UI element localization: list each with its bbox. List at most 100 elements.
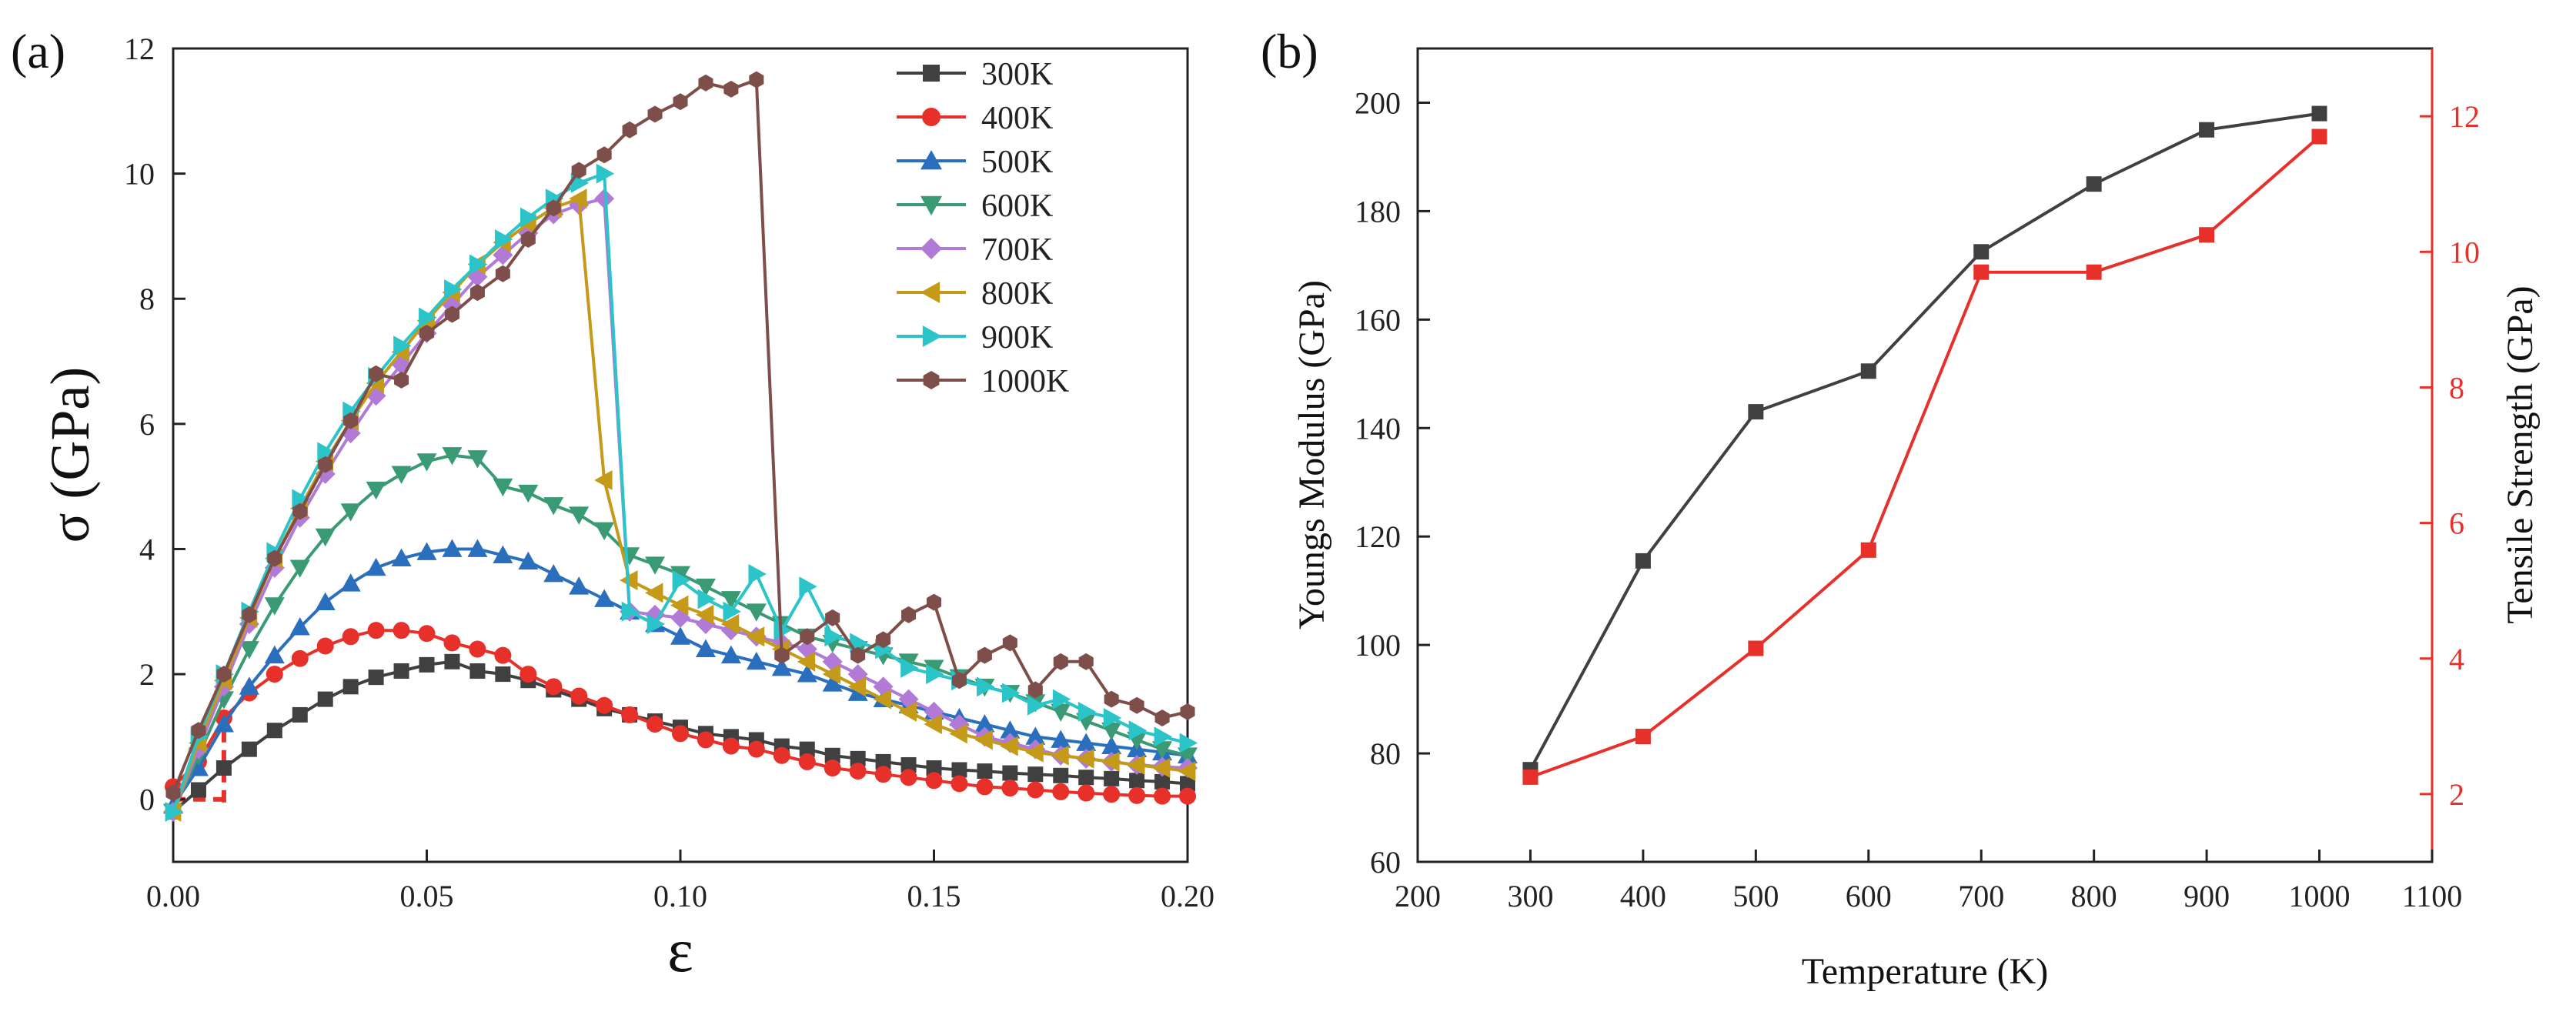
data-point: [746, 603, 767, 622]
data-point: [315, 528, 336, 547]
x-tick-label: 300: [1507, 879, 1553, 913]
data-point: [419, 307, 437, 328]
data-point: [1052, 689, 1071, 709]
data-point: [520, 230, 536, 248]
data-point: [926, 664, 944, 685]
data-point: [695, 604, 714, 625]
data-point: [2086, 264, 2102, 280]
data-point: [241, 741, 257, 757]
data-point: [1128, 720, 1148, 741]
data-point: [416, 453, 437, 472]
data-point: [596, 163, 615, 184]
data-point: [1180, 703, 1195, 720]
data-point: [391, 466, 412, 484]
data-point: [266, 723, 282, 739]
data-point: [951, 672, 967, 689]
panel-a-y-axis-label: σ (GPa): [39, 367, 101, 543]
data-point: [443, 634, 461, 652]
x-tick-label: 200: [1395, 879, 1441, 913]
panel-a-label: (a): [11, 24, 65, 78]
data-point: [494, 646, 512, 664]
data-point: [695, 639, 716, 657]
x-tick-label: 900: [2183, 879, 2230, 913]
data-point: [747, 740, 765, 758]
y-tick-label: 100: [1355, 628, 1401, 663]
data-point: [1025, 742, 1044, 763]
data-point: [317, 691, 333, 707]
data-point: [723, 601, 741, 622]
x-tick-label: 0.10: [653, 879, 707, 913]
legend-label: 600K: [981, 189, 1053, 224]
data-point: [594, 470, 613, 491]
x-tick-label: 0.20: [1161, 879, 1214, 913]
data-point: [695, 578, 716, 597]
y-tick-label: 140: [1355, 411, 1401, 446]
data-point: [1129, 696, 1144, 714]
x-tick-label: 600: [1846, 879, 1892, 913]
data-point: [951, 762, 967, 778]
legend-marker: [920, 195, 942, 215]
data-point: [2199, 227, 2215, 243]
panel-b-y2-axis-label: Tensile Strength (GPa): [2500, 285, 2541, 623]
data-point: [621, 601, 640, 622]
data-point: [974, 730, 993, 750]
panel-a: (a) 0.00 0.05 0.10 0.15 0.20 0 2 4 6 8 10 12 ε σ (…: [11, 24, 1214, 985]
data-point: [1154, 787, 1171, 805]
data-point: [165, 801, 183, 822]
data-point: [800, 628, 815, 646]
data-point: [720, 614, 740, 635]
data-point: [292, 489, 310, 509]
data-point: [1101, 751, 1120, 772]
data-point: [242, 606, 257, 623]
data-point: [520, 666, 537, 683]
data-point: [316, 637, 334, 655]
legend-item: 900K: [897, 320, 1053, 356]
x-tick-label: 400: [1620, 879, 1666, 913]
data-point: [418, 625, 436, 643]
data-point: [1078, 653, 1094, 670]
y-tick-label: 60: [1370, 845, 1401, 880]
data-point: [1748, 404, 1764, 420]
legend-marker: [922, 108, 941, 126]
data-point: [342, 628, 359, 646]
data-point: [467, 539, 488, 557]
y2-tick-label: 12: [2449, 99, 2480, 134]
series-line: [172, 171, 1188, 813]
data-point: [748, 563, 767, 584]
data-point: [213, 714, 234, 733]
data-point: [570, 687, 588, 705]
y2-tick-label: 4: [2449, 642, 2464, 676]
data-point: [1178, 747, 1198, 766]
y-tick-label: 12: [124, 32, 155, 66]
data-point: [773, 746, 790, 764]
legend-label: 300K: [981, 57, 1053, 92]
legend-label: 700K: [981, 232, 1053, 268]
y-tick-label: 4: [139, 532, 155, 566]
data-point: [672, 570, 690, 591]
data-point: [569, 576, 590, 595]
legend-label: 900K: [981, 320, 1053, 356]
data-point: [469, 640, 486, 658]
data-point: [391, 548, 412, 567]
data-point: [926, 760, 942, 776]
data-point: [799, 741, 815, 757]
data-point: [1027, 766, 1044, 783]
data-point: [493, 478, 513, 497]
data-point: [924, 714, 942, 735]
data-point: [1078, 701, 1097, 722]
data-point: [442, 539, 463, 557]
data-point: [720, 591, 741, 609]
data-point: [670, 595, 689, 616]
data-point: [442, 447, 463, 466]
data-point: [697, 589, 716, 609]
y-tick-label: 180: [1355, 194, 1401, 229]
data-point: [1748, 640, 1764, 656]
data-point: [444, 305, 459, 323]
data-point: [518, 484, 539, 503]
panel-a-x-ticks: 0.00 0.05 0.10 0.15 0.20: [146, 850, 1214, 913]
data-point: [875, 753, 891, 770]
x-tick-label: 1000: [2289, 879, 2350, 913]
y-tick-label: 120: [1355, 519, 1401, 554]
data-point: [1635, 729, 1651, 745]
